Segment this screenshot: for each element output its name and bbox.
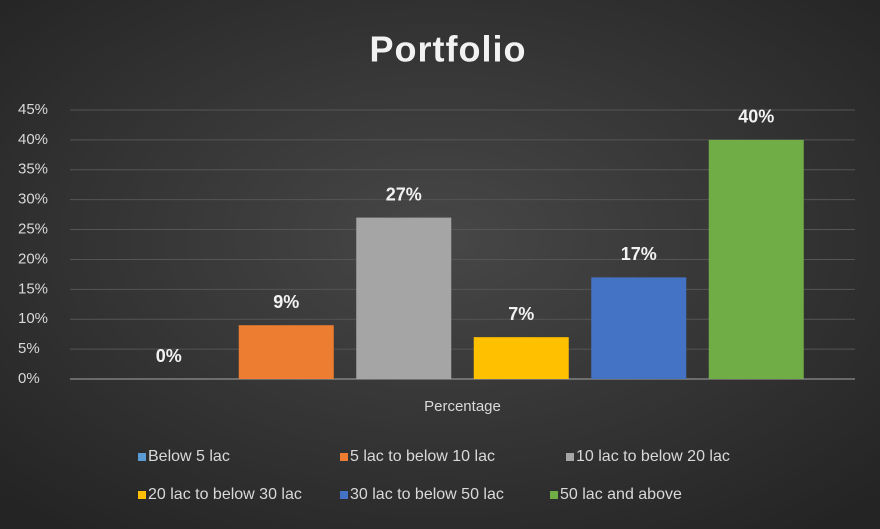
data-label: 17% bbox=[621, 244, 657, 264]
legend-label: 30 lac to below 50 lac bbox=[350, 486, 504, 503]
y-tick-label: 10% bbox=[18, 310, 48, 327]
legend-label: 20 lac to below 30 lac bbox=[148, 486, 302, 503]
legend-swatch bbox=[340, 453, 348, 461]
legend-swatch bbox=[138, 491, 146, 499]
y-tick-label: 25% bbox=[18, 221, 48, 238]
legend-swatch bbox=[550, 491, 558, 499]
legend-label: Below 5 lac bbox=[148, 448, 230, 465]
data-label: 9% bbox=[273, 292, 299, 312]
legend-swatch bbox=[138, 453, 146, 461]
legend-label: 5 lac to below 10 lac bbox=[350, 448, 495, 465]
data-label: 40% bbox=[738, 107, 774, 127]
y-tick-label: 30% bbox=[18, 191, 48, 208]
y-tick-label: 45% bbox=[18, 101, 48, 118]
data-label: 0% bbox=[156, 346, 182, 366]
bar bbox=[473, 337, 569, 379]
bar bbox=[356, 217, 452, 379]
legend-label: 50 lac and above bbox=[560, 486, 682, 503]
legend-swatch bbox=[566, 453, 574, 461]
bar bbox=[238, 325, 334, 379]
y-tick-label: 15% bbox=[18, 280, 48, 297]
y-tick-label: 0% bbox=[18, 370, 40, 387]
y-tick-label: 40% bbox=[18, 131, 48, 148]
bar bbox=[591, 277, 687, 379]
data-label: 27% bbox=[386, 184, 422, 204]
x-tick-label: Percentage bbox=[424, 398, 501, 415]
legend-label: 10 lac to below 20 lac bbox=[576, 448, 730, 465]
y-tick-label: 35% bbox=[18, 161, 48, 178]
legend-swatch bbox=[340, 491, 348, 499]
y-tick-label: 5% bbox=[18, 340, 40, 357]
y-tick-label: 20% bbox=[18, 250, 48, 267]
bar bbox=[708, 139, 804, 379]
data-label: 7% bbox=[508, 304, 534, 324]
chart-title: Portfolio bbox=[370, 29, 527, 70]
